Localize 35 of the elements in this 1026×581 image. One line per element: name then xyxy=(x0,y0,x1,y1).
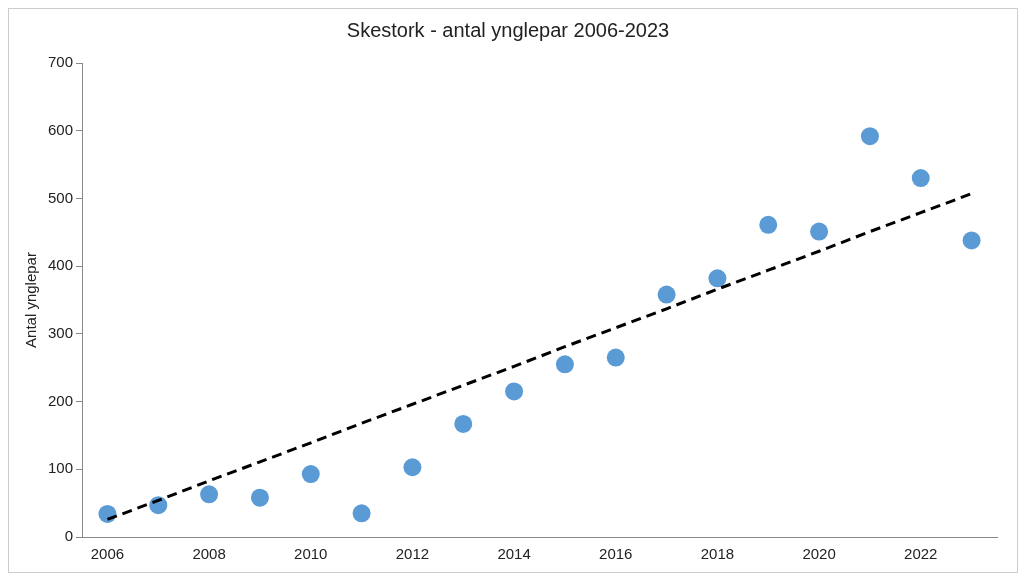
point xyxy=(555,355,574,374)
x-tick-label: 2018 xyxy=(700,545,735,563)
y-tick-label: 100 xyxy=(48,459,74,477)
y-tick-label: 600 xyxy=(48,120,74,138)
x-tick-label: 2010 xyxy=(294,545,328,563)
point xyxy=(352,504,371,523)
x-tick-label: 2022 xyxy=(904,545,938,563)
y-tick-label: 0 xyxy=(64,527,74,545)
point xyxy=(250,488,269,507)
point xyxy=(911,169,930,188)
y-tick-label: 300 xyxy=(48,324,74,341)
point xyxy=(200,485,219,504)
x-tick-label: 2016 xyxy=(599,545,633,563)
point xyxy=(403,458,422,477)
point xyxy=(810,222,829,241)
x-tick-label: 2012 xyxy=(395,545,430,563)
x-tick-label: 2008 xyxy=(192,545,226,563)
x-tick-label: 2006 xyxy=(90,545,125,563)
point xyxy=(606,348,625,367)
y-tick-label: 400 xyxy=(48,256,74,274)
y-tick-label: 500 xyxy=(48,188,74,206)
y-tick-label: 200 xyxy=(48,391,74,409)
x-tick-label: 2020 xyxy=(802,545,836,563)
chart-title: Skestork - antal ynglepar 2006-2023 xyxy=(346,18,670,41)
x-tick-label: 2014 xyxy=(497,545,531,563)
point xyxy=(657,285,676,304)
point xyxy=(454,414,473,433)
point xyxy=(708,269,727,288)
point xyxy=(505,382,524,401)
point xyxy=(860,127,879,146)
point xyxy=(962,231,981,250)
y-tick-label: 700 xyxy=(48,53,74,71)
point xyxy=(301,465,320,484)
y-axis-title: Antal ynglepar xyxy=(22,252,40,348)
point xyxy=(759,215,778,234)
